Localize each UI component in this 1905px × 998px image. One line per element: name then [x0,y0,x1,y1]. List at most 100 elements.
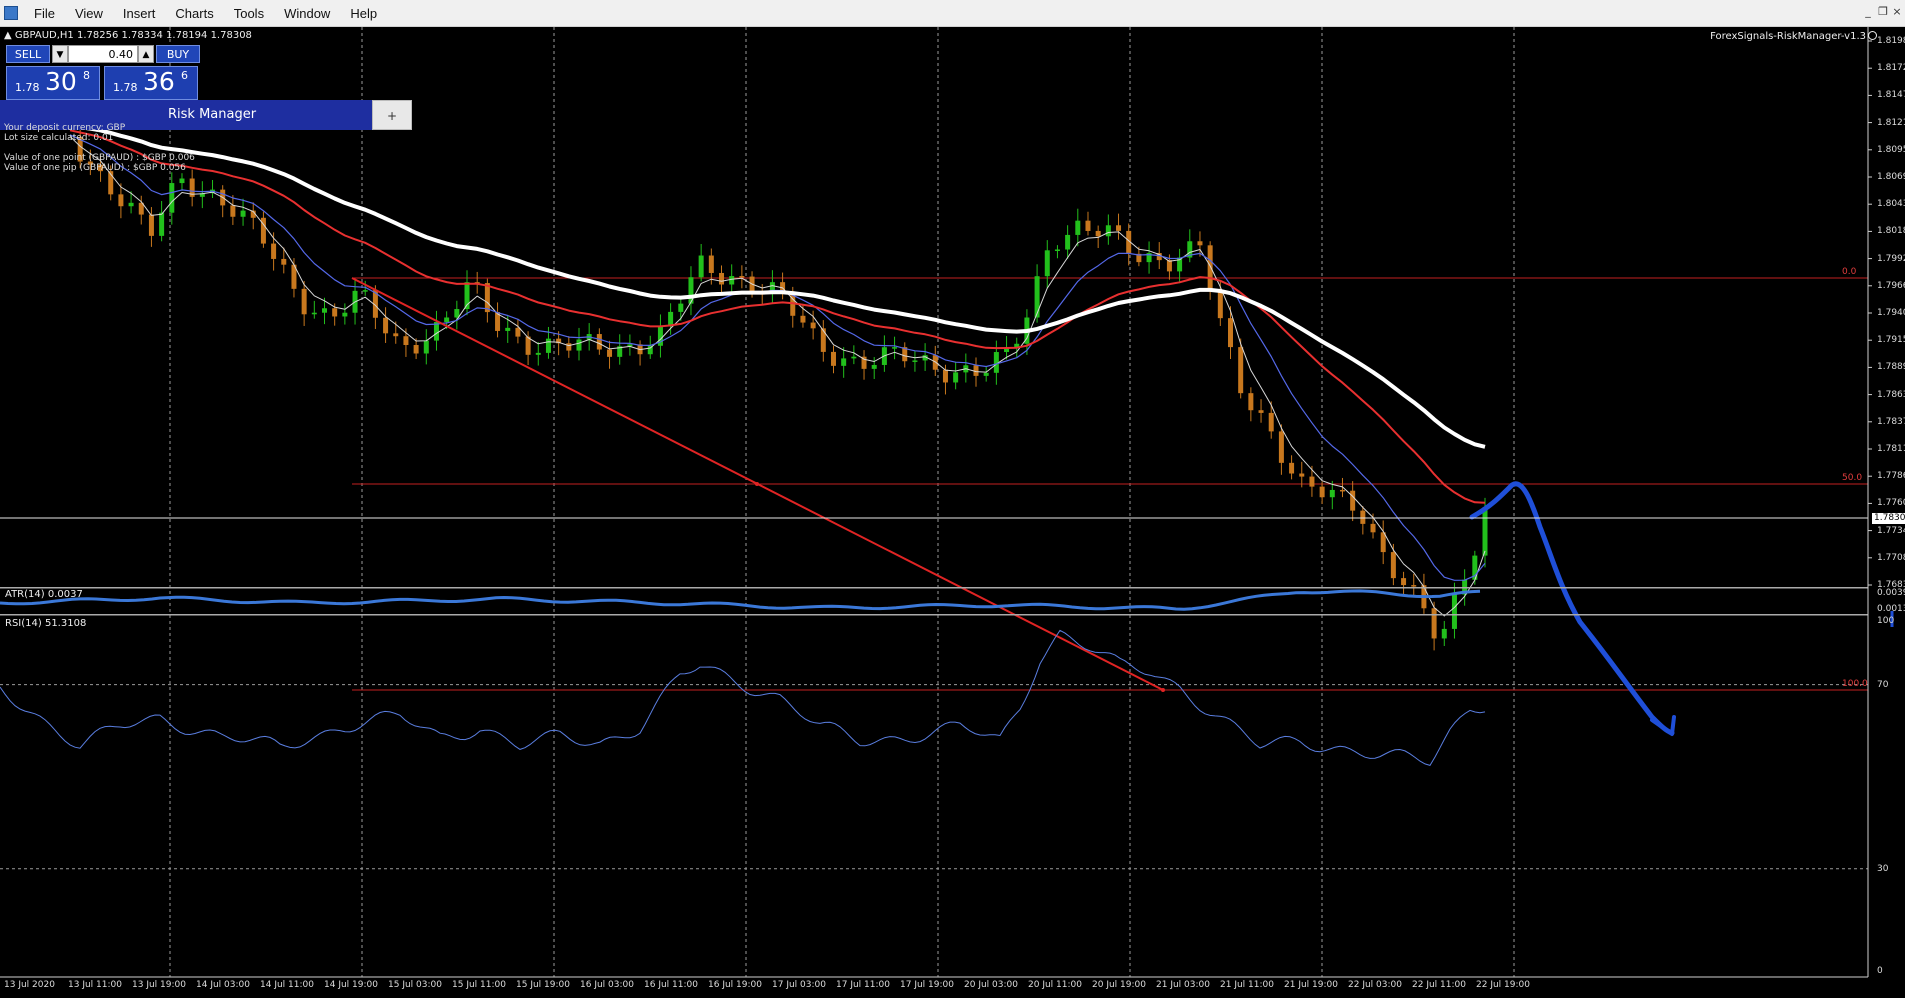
candle-body [668,311,674,327]
candle-body [749,276,755,294]
candle-body [556,338,562,344]
candle-body [1268,412,1274,432]
lot-size-input[interactable]: 0.40 [68,45,138,63]
candle-body [240,210,246,217]
menu-insert[interactable]: Insert [122,6,156,21]
candle-body [698,255,704,278]
risk-manager-expand-button[interactable]: + [372,100,412,130]
time-axis-label: 17 Jul 11:00 [836,980,890,990]
price-axis-label: 1.78110 [1877,444,1905,454]
candle-body [108,171,114,195]
sell-price-box[interactable]: 1.78 30 8 [6,66,100,100]
candle-body [1054,249,1060,251]
time-axis-label: 20 Jul 19:00 [1092,980,1146,990]
minimize-icon[interactable]: _ [1865,5,1871,18]
candle-body [1472,555,1478,580]
candle-body [576,339,582,351]
rsi-indicator-line [0,629,1486,766]
price-axis-label: 1.77865 [1877,471,1905,482]
candle-body [1095,230,1101,237]
candle-body [1228,318,1234,348]
candle-body [250,210,256,218]
candle-body [688,277,694,304]
menu-file[interactable]: File [34,6,55,21]
candle-body [1431,608,1437,639]
candle-body [291,264,297,289]
candle-body [1065,234,1071,250]
price-axis-label: 1.81470 [1877,90,1905,101]
menu-view[interactable]: View [74,6,103,21]
candle-body [1411,585,1417,587]
expert-advisor-label: ForexSignals-RiskManager-v1.3 [1710,31,1877,42]
candle-body [372,290,378,318]
time-axis-label: 22 Jul 03:00 [1348,980,1402,990]
sell-price-pips: 30 [45,67,77,96]
candle-body [708,255,714,273]
smiley-icon [1868,31,1877,40]
candle-body [902,347,908,362]
candle-body [148,214,154,236]
hand-drawn-arrow[interactable] [1469,481,1894,736]
candle-body [1370,523,1376,533]
indicator-separators [0,587,1868,616]
lot-increase-icon[interactable]: ▲ [138,45,154,63]
chart-area[interactable]: ▲ GBPAUD,H1 1.78256 1.78334 1.78194 1.78… [0,27,1905,998]
candle-body [851,356,857,359]
candle-body [1482,507,1488,556]
atr-line [0,589,1481,611]
restore-icon[interactable]: ❐ [1878,5,1888,18]
candle-body [413,345,419,354]
candle-body [545,338,551,353]
candle-body [301,288,307,315]
price-axis-label: 1.79920 [1877,253,1905,264]
menu-charts[interactable]: Charts [175,6,214,21]
candle-body [230,205,236,217]
price-axis-label: 1.79665 [1877,280,1905,291]
pip-value-text: Value of one pip (GBPAUD) : $GBP 0.056 [4,163,186,173]
trendline[interactable] [351,277,1165,692]
buy-button[interactable]: BUY [156,45,200,63]
candle-body [484,283,490,313]
fibonacci-retracement[interactable] [352,277,1868,691]
candle-body [596,334,602,350]
candle-body [922,355,928,361]
candle-body [138,202,144,215]
menu-help[interactable]: Help [350,6,378,21]
menu-window[interactable]: Window [284,6,331,21]
candle-body [657,326,663,346]
risk-manager-header[interactable]: Risk Manager [0,100,372,130]
price-axis-label: 1.77345 [1877,525,1905,536]
candle-body [1156,253,1162,261]
buy-price-pips: 36 [143,67,175,96]
candle-body [1044,250,1050,277]
sell-button[interactable]: SELL [6,45,50,63]
atr-indicator-line [0,589,1481,611]
time-axis-label: 17 Jul 19:00 [900,980,954,990]
buy-price-box[interactable]: 1.78 36 6 [104,66,198,100]
deposit-currency-text: Your deposit currency: GBP [4,123,126,133]
candle-body [444,317,450,323]
time-axis-label: 13 Jul 2020 [4,980,55,990]
rsi-line [0,629,1486,766]
close-icon[interactable]: × [1892,5,1902,18]
candle-body [189,178,195,197]
candle-body [87,161,93,165]
price-axis-label: 1.79405 [1877,308,1905,318]
menu-tools[interactable]: Tools [233,6,265,21]
price-axis-label: 1.80180 [1877,226,1905,237]
fib-level-label: 0.0 [1842,267,1857,277]
lot-size-text: Lot size calculated: 0.01 [4,133,114,143]
candle-body [1441,628,1447,639]
candle-body [719,272,725,285]
buy-price-big: 1.78 [113,81,138,94]
atr-axis-label: 0.0039 [1877,588,1905,598]
candle-body [271,243,277,259]
lot-decrease-icon[interactable]: ▼ [52,45,68,63]
candle-body [495,312,501,331]
candle-body [1217,290,1223,319]
candle-body [1004,347,1010,353]
time-axis-label: 16 Jul 19:00 [708,980,762,990]
chart-canvas[interactable] [0,27,1905,998]
candle-body [739,276,745,278]
